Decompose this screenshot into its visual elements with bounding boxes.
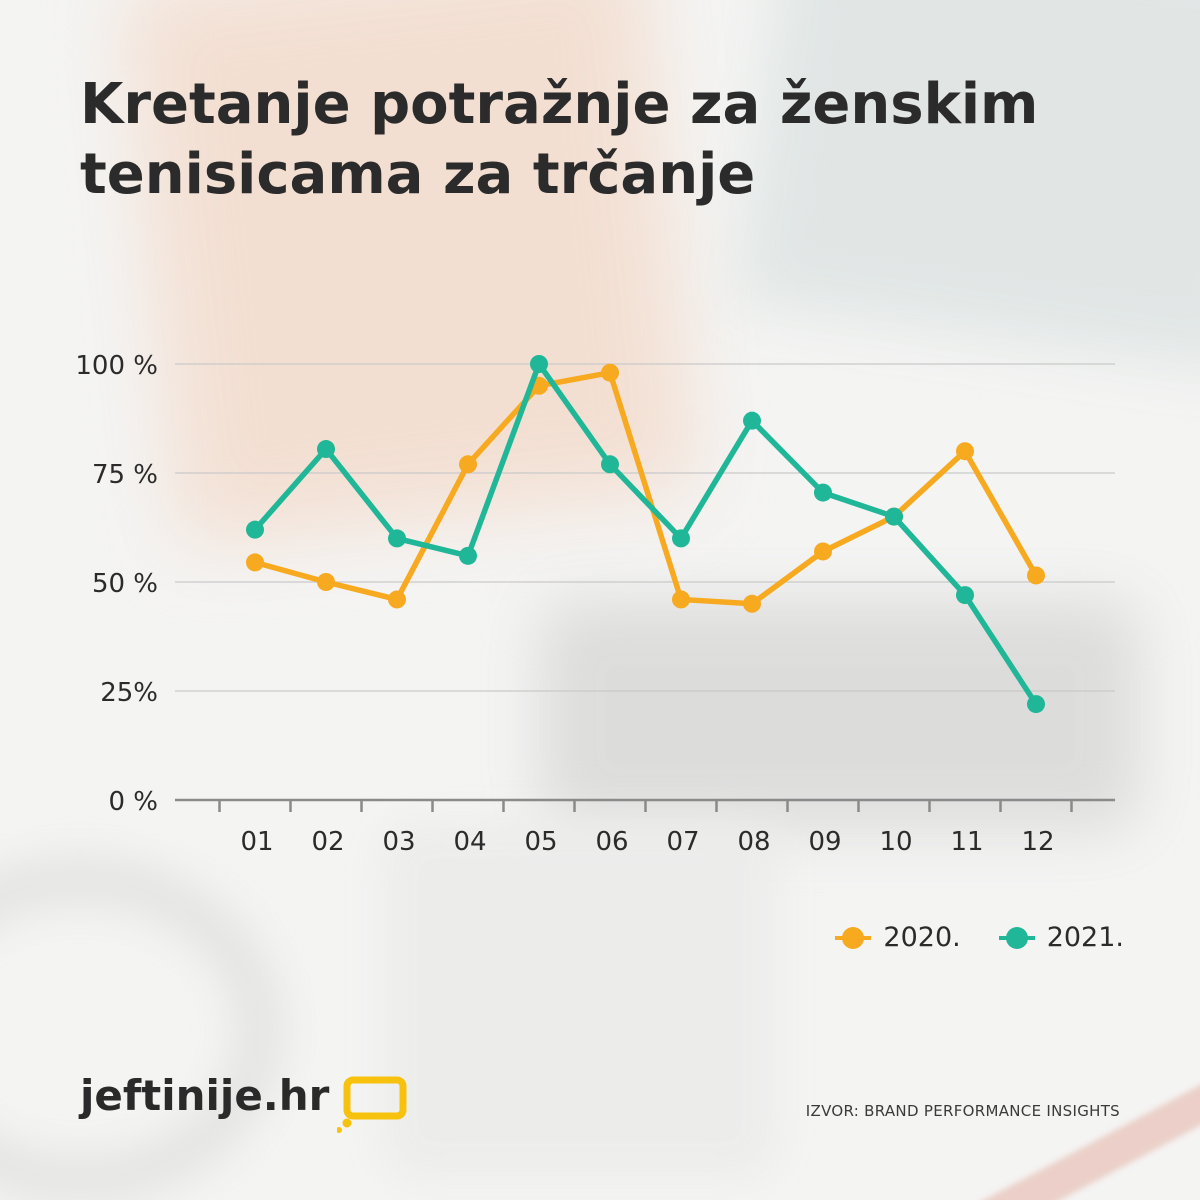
x-tick-label: 01 [240,827,273,857]
x-tick-label: 08 [737,827,770,857]
data-point [317,440,335,459]
data-point [956,586,974,605]
legend-item-2020: 2020. [835,922,961,953]
x-tick-label: 04 [453,827,486,857]
data-point [672,590,690,609]
legend-swatch-2021 [998,926,1035,950]
legend-label-2020: 2020. [883,922,961,953]
data-point [743,594,761,613]
data-point [743,411,761,430]
data-point [601,455,619,474]
data-point [814,542,832,561]
data-point [672,529,690,548]
x-tick-label: 10 [879,827,912,857]
series-2020 [246,363,1045,613]
y-tick-label: 50 % [92,569,158,599]
data-point [388,590,406,609]
data-point [459,546,477,565]
data-point [246,553,264,572]
legend-item-2021: 2021. [998,922,1124,953]
line-chart: 0 % 25% 50 % 75 % 100 % 01 02 03 04 05 06 07 08 09 10… [75,351,1115,857]
data-point [459,455,477,474]
x-tick-label: 11 [950,827,983,857]
data-point [1027,566,1045,585]
x-tick-label: 09 [808,827,841,857]
x-tick-label: 03 [382,827,415,857]
data-point [814,483,832,502]
x-tick-label: 12 [1021,827,1054,857]
x-tick-label: 05 [524,827,557,857]
legend-swatch-2020 [835,926,872,950]
chart-title: Kretanje potražnje za ženskim tenisicama… [80,72,1039,207]
logo-bubble-icon [337,1076,407,1133]
data-point [1027,695,1045,714]
x-tick-label: 02 [311,827,344,857]
series-line-2020 [252,369,1039,607]
source-note: IZVOR: BRAND PERFORMANCE INSIGHTS [805,1102,1120,1120]
x-tick-label: 06 [595,827,628,857]
data-point [388,529,406,548]
chart-legend: 2020. 2021. [835,922,1124,953]
data-point [317,573,335,591]
data-point [956,442,974,461]
data-point [601,363,619,382]
y-tick-label: 75 % [92,460,158,490]
y-tick-label: 100 % [75,351,158,381]
x-tick-label: 07 [666,827,699,857]
data-point [530,355,548,373]
data-point [246,520,264,539]
series-line-2021 [252,361,1039,707]
y-tick-label: 25% [100,678,158,708]
y-tick-label: 0 % [108,787,158,817]
data-point [885,507,903,526]
brand-logo[interactable]: jeftinije.hr [80,1066,417,1136]
logo-text: jeftinije.hr [80,1071,330,1120]
legend-label-2021: 2021. [1046,922,1124,953]
series-2021 [246,355,1045,714]
